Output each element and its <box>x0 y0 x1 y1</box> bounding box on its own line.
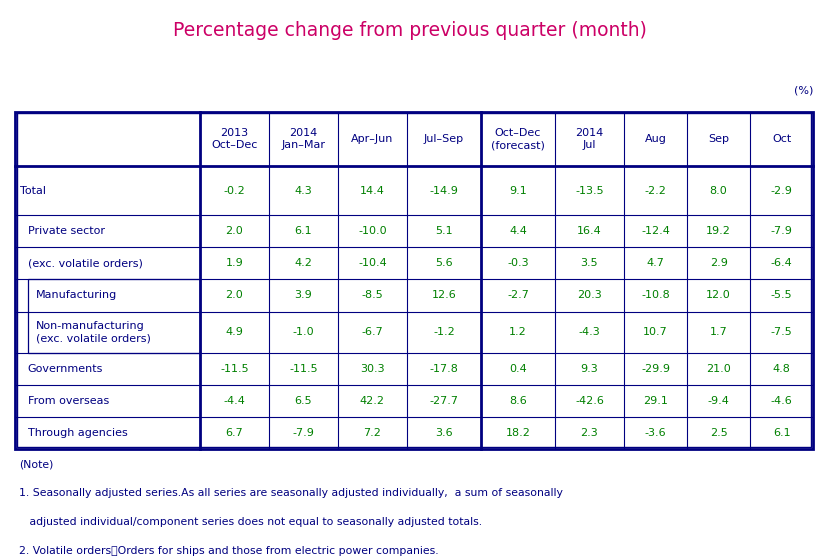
Text: 2.3: 2.3 <box>581 428 599 438</box>
Text: 6.5: 6.5 <box>295 396 312 406</box>
Text: -4.6: -4.6 <box>771 396 793 406</box>
Text: 7.2: 7.2 <box>364 428 382 438</box>
Text: -4.3: -4.3 <box>578 327 600 337</box>
Text: -5.5: -5.5 <box>771 291 793 300</box>
Text: 5.1: 5.1 <box>435 227 453 237</box>
Text: 3.5: 3.5 <box>581 258 598 268</box>
Text: Aug: Aug <box>645 134 667 144</box>
Text: 16.4: 16.4 <box>577 227 602 237</box>
Text: 14.4: 14.4 <box>360 186 385 196</box>
Text: 4.8: 4.8 <box>773 364 790 374</box>
Text: -11.5: -11.5 <box>220 364 249 374</box>
Text: -10.8: -10.8 <box>641 291 670 300</box>
Text: -4.4: -4.4 <box>224 396 246 406</box>
Text: -6.4: -6.4 <box>771 258 793 268</box>
Bar <box>28 280 200 353</box>
Text: 18.2: 18.2 <box>505 428 531 438</box>
Text: 19.2: 19.2 <box>706 227 731 237</box>
Text: -17.8: -17.8 <box>429 364 459 374</box>
Text: 21.0: 21.0 <box>706 364 731 374</box>
Text: 8.6: 8.6 <box>509 396 527 406</box>
Text: -7.5: -7.5 <box>771 327 793 337</box>
Text: Total: Total <box>20 186 46 196</box>
Text: Through agencies: Through agencies <box>28 428 128 438</box>
Text: 12.6: 12.6 <box>432 291 456 300</box>
Text: From overseas: From overseas <box>28 396 109 406</box>
Text: 6.1: 6.1 <box>295 227 312 237</box>
Text: Non-manufacturing
(exc. volatile orders): Non-manufacturing (exc. volatile orders) <box>36 321 151 343</box>
Text: 12.0: 12.0 <box>706 291 731 300</box>
Text: 2. Volatile orders：Orders for ships and those from electric power companies.: 2. Volatile orders：Orders for ships and … <box>19 546 438 556</box>
Text: -29.9: -29.9 <box>641 364 670 374</box>
Text: Oct: Oct <box>772 134 791 144</box>
Text: 1. Seasonally adjusted series.As all series are seasonally adjusted individually: 1. Seasonally adjusted series.As all ser… <box>19 488 563 498</box>
Text: 3.6: 3.6 <box>435 428 453 438</box>
Text: -1.2: -1.2 <box>433 327 455 337</box>
Text: Apr–Jun: Apr–Jun <box>351 134 394 144</box>
Text: 20.3: 20.3 <box>577 291 602 300</box>
Text: 2013
Oct–Dec: 2013 Oct–Dec <box>211 128 257 150</box>
Bar <box>17 113 811 447</box>
Text: -11.5: -11.5 <box>289 364 318 374</box>
Text: 5.6: 5.6 <box>435 258 453 268</box>
Text: 6.7: 6.7 <box>225 428 243 438</box>
Text: Jul–Sep: Jul–Sep <box>423 134 464 144</box>
Text: -0.2: -0.2 <box>224 186 245 196</box>
Text: -7.9: -7.9 <box>292 428 314 438</box>
Text: 4.4: 4.4 <box>509 227 527 237</box>
Text: (exc. volatile orders): (exc. volatile orders) <box>28 258 143 268</box>
Text: -13.5: -13.5 <box>575 186 604 196</box>
Text: (%): (%) <box>794 86 813 96</box>
Text: 9.3: 9.3 <box>581 364 599 374</box>
Text: -1.0: -1.0 <box>292 327 314 337</box>
Text: -6.7: -6.7 <box>361 327 383 337</box>
Text: 29.1: 29.1 <box>643 396 668 406</box>
Text: -8.5: -8.5 <box>361 291 383 300</box>
Text: -9.4: -9.4 <box>708 396 730 406</box>
Text: -0.3: -0.3 <box>507 258 529 268</box>
Text: 6.1: 6.1 <box>773 428 790 438</box>
Text: -2.2: -2.2 <box>645 186 667 196</box>
Text: 30.3: 30.3 <box>360 364 385 374</box>
Text: 4.9: 4.9 <box>225 327 243 337</box>
Text: -42.6: -42.6 <box>575 396 604 406</box>
Text: 2.0: 2.0 <box>225 291 243 300</box>
Bar <box>15 112 813 449</box>
Text: 0.4: 0.4 <box>509 364 527 374</box>
Text: 9.1: 9.1 <box>509 186 527 196</box>
Text: -10.4: -10.4 <box>358 258 387 268</box>
Text: 1.2: 1.2 <box>509 327 527 337</box>
Text: 2.9: 2.9 <box>710 258 727 268</box>
Text: 2014
Jul: 2014 Jul <box>575 128 604 150</box>
Text: 2014
Jan–Mar: 2014 Jan–Mar <box>282 128 325 150</box>
Text: 1.7: 1.7 <box>710 327 727 337</box>
Text: -12.4: -12.4 <box>641 227 670 237</box>
Text: -10.0: -10.0 <box>358 227 387 237</box>
Text: 8.0: 8.0 <box>710 186 727 196</box>
Text: 3.9: 3.9 <box>295 291 312 300</box>
Text: -2.9: -2.9 <box>771 186 793 196</box>
Text: -7.9: -7.9 <box>771 227 793 237</box>
Text: 4.3: 4.3 <box>295 186 312 196</box>
Text: Governments: Governments <box>28 364 103 374</box>
Text: 42.2: 42.2 <box>360 396 385 406</box>
Text: -3.6: -3.6 <box>645 428 667 438</box>
Text: 10.7: 10.7 <box>643 327 667 337</box>
Text: Manufacturing: Manufacturing <box>36 291 117 300</box>
Text: adjusted individual/component series does not equal to seasonally adjusted total: adjusted individual/component series doe… <box>19 517 482 527</box>
Text: Percentage change from previous quarter (month): Percentage change from previous quarter … <box>173 21 646 40</box>
Text: -2.7: -2.7 <box>507 291 529 300</box>
Text: 1.9: 1.9 <box>225 258 243 268</box>
Text: -27.7: -27.7 <box>429 396 459 406</box>
Text: Private sector: Private sector <box>28 227 105 237</box>
Text: 2.0: 2.0 <box>225 227 243 237</box>
Text: Oct–Dec
(forecast): Oct–Dec (forecast) <box>491 128 545 150</box>
Text: 4.7: 4.7 <box>646 258 664 268</box>
Text: -14.9: -14.9 <box>429 186 459 196</box>
Text: 4.2: 4.2 <box>294 258 312 268</box>
Text: 2.5: 2.5 <box>710 428 727 438</box>
Text: (Note): (Note) <box>19 459 53 469</box>
Text: Sep: Sep <box>708 134 729 144</box>
